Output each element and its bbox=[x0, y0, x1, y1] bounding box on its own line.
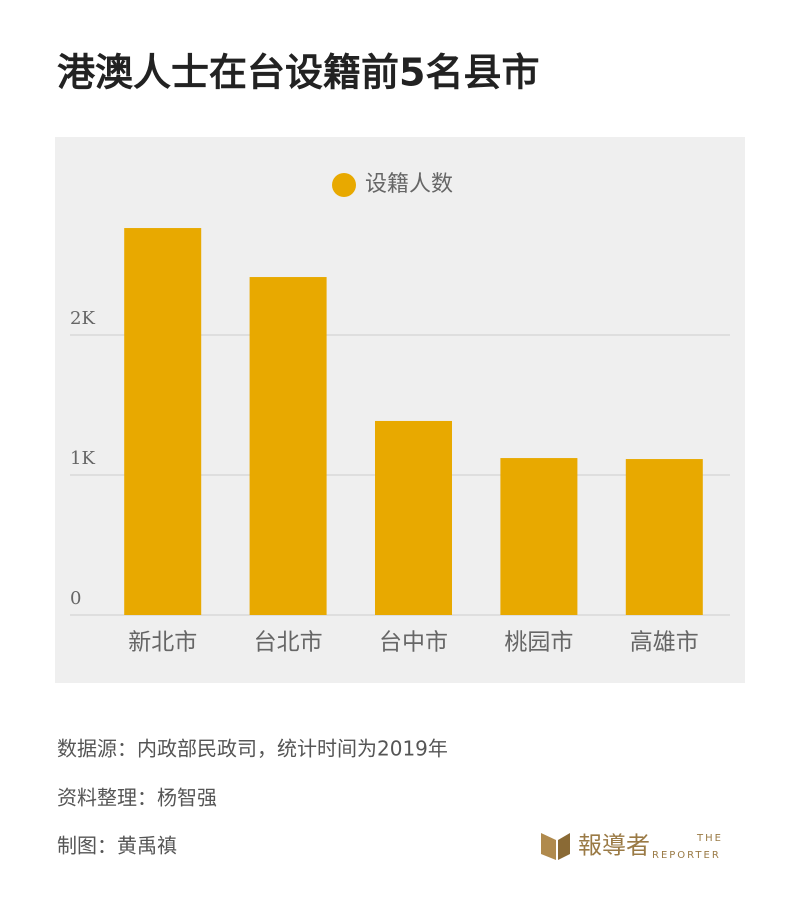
x-tick-label: 高雄市 bbox=[630, 630, 699, 656]
logo-subtext: REPORTER bbox=[652, 850, 721, 861]
bar bbox=[500, 458, 578, 615]
legend-marker bbox=[332, 173, 356, 197]
source-note: 数据源：内政部民政司，统计时间为2019年 bbox=[57, 737, 448, 761]
bar bbox=[625, 459, 703, 615]
logo-subtext: THE bbox=[696, 833, 723, 844]
logo-icon bbox=[541, 833, 556, 860]
chart-title: 港澳人士在台设籍前5名县市 bbox=[57, 51, 539, 95]
y-tick-label: 2K bbox=[70, 308, 95, 329]
x-tick-label: 新北市 bbox=[128, 630, 197, 656]
y-tick-label: 0 bbox=[70, 588, 81, 609]
x-tick-label: 桃园市 bbox=[504, 630, 573, 656]
logo-icon bbox=[558, 833, 570, 860]
bar bbox=[124, 228, 202, 616]
logo: 報導者 THE REPORTER bbox=[541, 832, 723, 861]
y-tick-label: 1K bbox=[70, 448, 95, 469]
compiled-note: 资料整理：杨智强 bbox=[57, 786, 217, 810]
logo-text: 報導者 bbox=[578, 832, 650, 860]
graphic-note: 制图：黄禹禛 bbox=[57, 834, 177, 858]
bar bbox=[249, 277, 327, 615]
legend-label: 设籍人数 bbox=[365, 172, 453, 197]
x-tick-label: 台北市 bbox=[254, 630, 323, 656]
x-tick-label: 台中市 bbox=[379, 630, 448, 656]
bar bbox=[375, 420, 452, 615]
